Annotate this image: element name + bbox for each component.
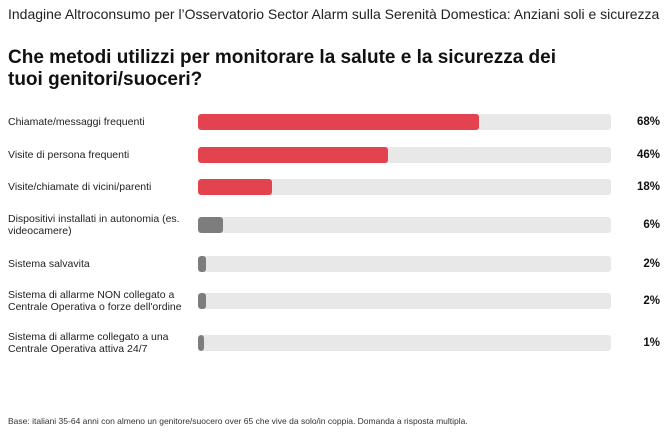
value-label: 1% bbox=[643, 337, 660, 349]
value-label: 46% bbox=[636, 149, 660, 161]
bar-track bbox=[198, 179, 611, 195]
category-label: Chiamate/messaggi frequenti bbox=[8, 116, 145, 128]
bar-track bbox=[198, 147, 611, 163]
category-label: Visite/chiamate di vicini/parenti bbox=[8, 181, 152, 193]
value-label: 18% bbox=[636, 181, 660, 193]
bar bbox=[198, 293, 206, 309]
value-label: 6% bbox=[643, 219, 660, 231]
chart-footnote: Base: italiani 35-64 anni con almeno un … bbox=[8, 416, 468, 426]
value-label: 68% bbox=[636, 116, 660, 128]
category-label: Sistema salvavita bbox=[8, 258, 90, 270]
bar bbox=[198, 335, 204, 351]
bar-track bbox=[198, 114, 611, 130]
bar bbox=[198, 217, 223, 233]
bar-track bbox=[198, 256, 611, 272]
bar bbox=[198, 114, 479, 130]
bar bbox=[198, 256, 206, 272]
survey-subtitle: Indagine Altroconsumo per l’Osservatorio… bbox=[8, 6, 660, 22]
category-label: Sistema di allarme NON collegato a Centr… bbox=[8, 289, 182, 313]
category-label: Dispositivi installati in autonomia (es.… bbox=[8, 213, 180, 237]
chart-title: Che metodi utilizzi per monitorare la sa… bbox=[8, 47, 556, 90]
bar-track bbox=[198, 335, 611, 351]
value-label: 2% bbox=[643, 295, 660, 307]
category-label: Sistema di allarme collegato a una Centr… bbox=[8, 331, 169, 355]
bar-track bbox=[198, 293, 611, 309]
bar bbox=[198, 179, 272, 195]
bar-track bbox=[198, 217, 611, 233]
category-label: Visite di persona frequenti bbox=[8, 149, 130, 161]
value-label: 2% bbox=[643, 258, 660, 270]
bar bbox=[198, 147, 388, 163]
